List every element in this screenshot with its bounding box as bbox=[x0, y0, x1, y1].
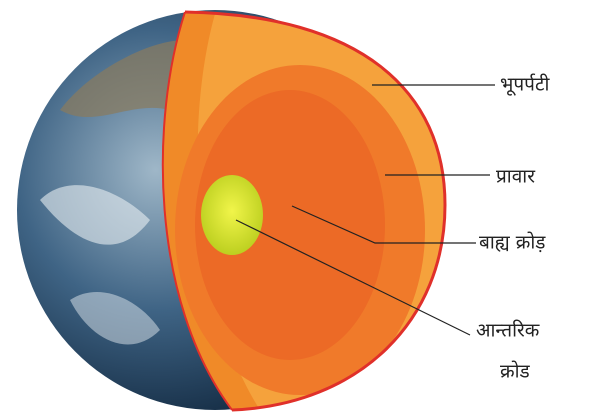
mantle-label: प्रावार bbox=[496, 166, 536, 188]
inner-core-leader bbox=[235, 219, 471, 336]
inner-core-label: क्रोड bbox=[500, 360, 531, 383]
crust-label: भूपर्पटी bbox=[500, 73, 551, 97]
inner-core-shape bbox=[201, 175, 263, 255]
cross-section bbox=[162, 12, 445, 410]
outer-core-label: बाह्य क्रोड़ bbox=[479, 231, 546, 254]
outer-core-leader bbox=[291, 205, 476, 244]
inner-core-label: आन्तरिक bbox=[476, 319, 540, 342]
